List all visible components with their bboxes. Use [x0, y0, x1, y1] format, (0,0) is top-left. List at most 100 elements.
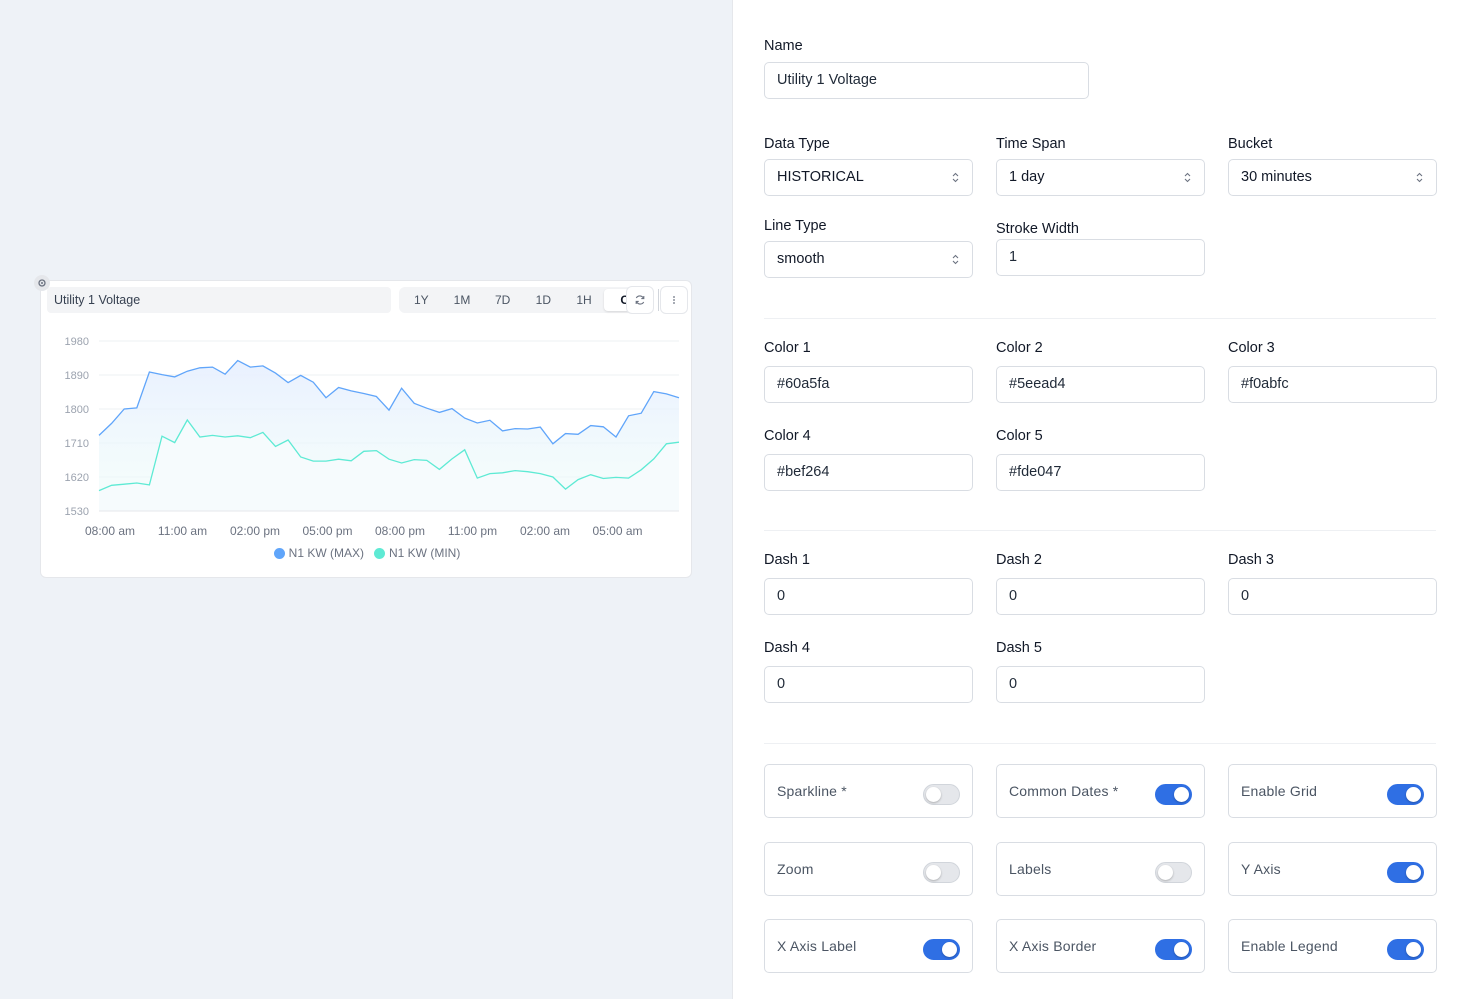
x-tick-label: 02:00 am: [520, 524, 570, 538]
color-3-label: Color 3: [1228, 340, 1275, 356]
legend-label-max: N1 KW (MAX): [288, 546, 364, 560]
bucket-label: Bucket: [1228, 136, 1273, 152]
x-axis-border-toggle[interactable]: [1155, 939, 1192, 960]
chevron-up-down-icon: [952, 172, 959, 183]
y-tick-label: 1980: [65, 336, 89, 348]
toggle-label: Enable Grid: [1241, 783, 1318, 799]
gear-icon[interactable]: [34, 275, 50, 291]
dash-5-label: Dash 5: [996, 640, 1042, 656]
more-vertical-icon: [673, 296, 675, 304]
name-label: Name: [764, 38, 803, 54]
chevron-up-down-icon: [1184, 172, 1191, 183]
range-1d-button[interactable]: 1D: [523, 289, 564, 311]
toggle-label: Common Dates *: [1009, 783, 1119, 799]
chevron-up-down-icon: [952, 254, 959, 265]
dash-4-input[interactable]: 0: [764, 666, 973, 703]
bucket-value: 30 minutes: [1241, 169, 1312, 185]
chart-legend: N1 KW (MAX) N1 KW (MIN): [41, 546, 693, 560]
chevron-up-down-icon: [1416, 172, 1423, 183]
range-1m-button[interactable]: 1M: [442, 289, 483, 311]
dash-3-label: Dash 3: [1228, 552, 1274, 568]
range-1y-button[interactable]: 1Y: [401, 289, 442, 311]
line-type-label: Line Type: [764, 218, 827, 234]
dash-4-label: Dash 4: [764, 640, 810, 656]
x-tick-label: 08:00 pm: [375, 524, 425, 538]
x-tick-label: 05:00 pm: [302, 524, 352, 538]
series-area-min: [99, 420, 679, 511]
toggle-card-zoom: Zoom: [764, 842, 973, 896]
series-line-max: [98, 359, 680, 445]
range-1h-button[interactable]: 1H: [564, 289, 605, 311]
name-input[interactable]: Utility 1 Voltage: [764, 62, 1089, 99]
x-tick-label: 11:00 pm: [448, 524, 497, 538]
toggle-label: Sparkline *: [777, 783, 847, 799]
y-tick-label: 1710: [65, 438, 89, 450]
toggle-card-common-dates: Common Dates *: [996, 764, 1205, 818]
refresh-icon: [635, 295, 645, 305]
more-button[interactable]: [660, 286, 688, 314]
toolbar-divider: [658, 289, 659, 311]
legend-item-max[interactable]: N1 KW (MAX): [273, 546, 364, 560]
y-axis-toggle[interactable]: [1387, 862, 1424, 883]
stroke-width-input[interactable]: 1: [996, 239, 1205, 276]
time-span-label: Time Span: [996, 136, 1066, 152]
x-axis-label-toggle[interactable]: [923, 939, 960, 960]
data-type-label: Data Type: [764, 136, 830, 152]
dash-1-label: Dash 1: [764, 552, 810, 568]
y-tick-label: 1530: [65, 506, 89, 518]
color-5-label: Color 5: [996, 428, 1043, 444]
toggle-card-y-axis: Y Axis: [1228, 842, 1437, 896]
toggle-label: Y Axis: [1241, 861, 1281, 877]
dash-5-input[interactable]: 0: [996, 666, 1205, 703]
y-tick-label: 1800: [65, 404, 89, 416]
x-tick-label: 02:00 pm: [230, 524, 280, 538]
toggle-label: X Axis Border: [1009, 938, 1097, 954]
dash-1-input[interactable]: 0: [764, 578, 973, 615]
toggle-card-labels: Labels: [996, 842, 1205, 896]
color-1-label: Color 1: [764, 340, 811, 356]
bucket-select[interactable]: 30 minutes: [1228, 159, 1437, 196]
enable-grid-toggle[interactable]: [1387, 784, 1424, 805]
toggle-card-x-axis-label: X Axis Label: [764, 919, 973, 973]
toggle-label: X Axis Label: [777, 938, 857, 954]
line-type-select[interactable]: smooth: [764, 241, 973, 278]
section-divider: [764, 743, 1436, 744]
zoom-toggle[interactable]: [923, 862, 960, 883]
enable-legend-toggle[interactable]: [1387, 939, 1424, 960]
preview-pane: Utility 1 Voltage 1Y 1M 7D 1D 1H C 1980 1…: [0, 0, 733, 999]
labels-toggle[interactable]: [1155, 862, 1192, 883]
legend-item-min[interactable]: N1 KW (MIN): [374, 546, 460, 560]
legend-label-min: N1 KW (MIN): [389, 546, 461, 560]
refresh-button[interactable]: [626, 286, 654, 314]
section-divider: [764, 318, 1436, 319]
range-7d-button[interactable]: 7D: [482, 289, 523, 311]
color-5-input[interactable]: #fde047: [996, 454, 1205, 491]
color-3-input[interactable]: #f0abfc: [1228, 366, 1437, 403]
series-line-min: [98, 418, 680, 492]
series-area: [99, 360, 679, 491]
common-dates-toggle[interactable]: [1155, 784, 1192, 805]
line-chart: 1980 1890 1800 1710 1620 1530 08:00 am 11:00 am…: [65, 336, 680, 538]
dash-2-label: Dash 2: [996, 552, 1042, 568]
y-tick-label: 1890: [65, 370, 89, 382]
color-4-input[interactable]: #bef264: [764, 454, 973, 491]
stroke-width-label: Stroke Width: [996, 221, 1079, 237]
x-tick-label: 11:00 am: [158, 524, 207, 538]
toggle-card-enable-grid: Enable Grid: [1228, 764, 1437, 818]
toggle-label: Zoom: [777, 861, 814, 877]
color-2-label: Color 2: [996, 340, 1043, 356]
x-tick-label: 08:00 am: [85, 524, 135, 538]
sparkline-toggle[interactable]: [923, 784, 960, 805]
color-2-input[interactable]: #5eead4: [996, 366, 1205, 403]
toggle-card-sparkline: Sparkline *: [764, 764, 973, 818]
data-type-select[interactable]: HISTORICAL: [764, 159, 973, 196]
time-span-value: 1 day: [1009, 169, 1045, 185]
dash-3-input[interactable]: 0: [1228, 578, 1437, 615]
dash-2-input[interactable]: 0: [996, 578, 1205, 615]
y-tick-label: 1620: [65, 472, 89, 484]
color-1-input[interactable]: #60a5fa: [764, 366, 973, 403]
legend-marker-max: [273, 547, 285, 559]
time-span-select[interactable]: 1 day: [996, 159, 1205, 196]
legend-marker-min: [374, 547, 385, 559]
toggle-card-enable-legend: Enable Legend: [1228, 919, 1437, 973]
